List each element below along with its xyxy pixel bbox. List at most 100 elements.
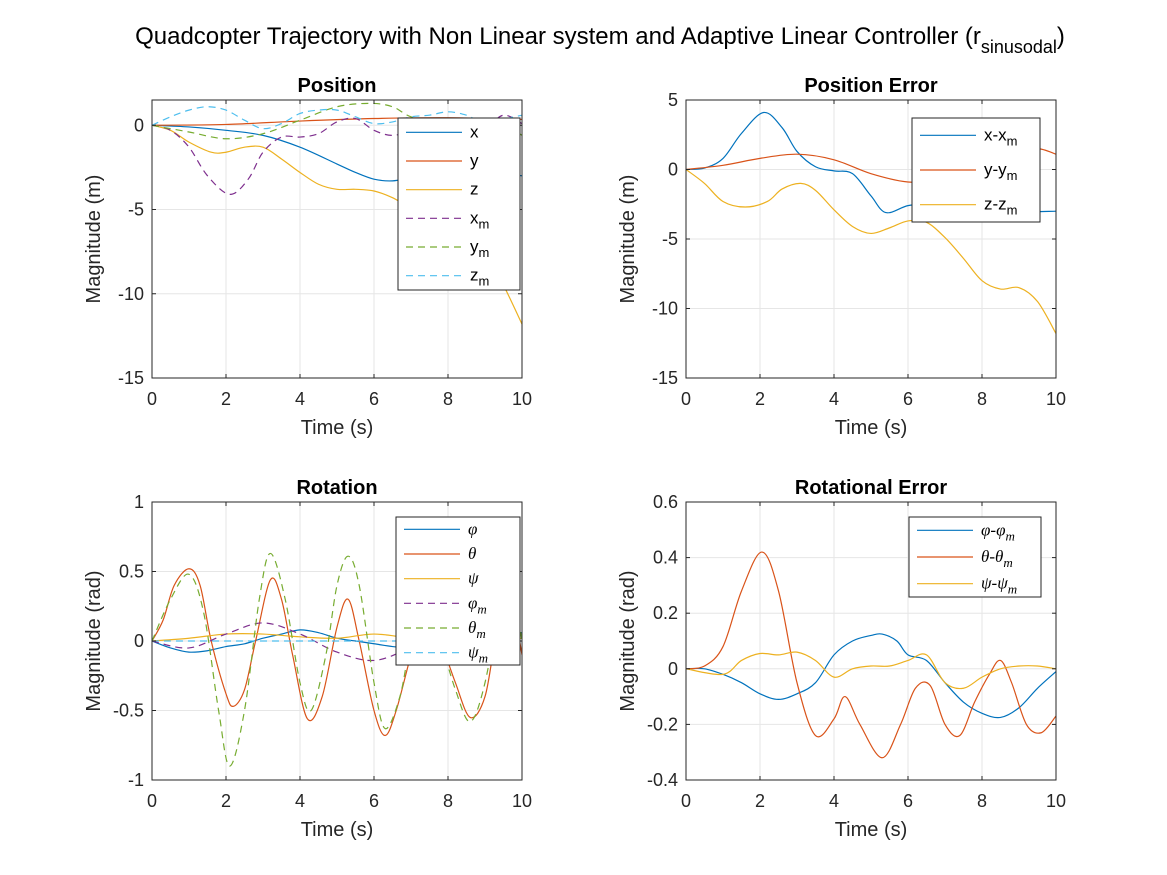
x-tick-label: 10 <box>1046 389 1066 409</box>
y-tick-label: 0.4 <box>653 548 678 568</box>
legend-label-2: θ <box>468 544 476 563</box>
series-line-3 <box>686 651 1056 690</box>
x-tick-label: 2 <box>755 389 765 409</box>
legend: x-xm y-ym z-zm <box>911 117 1041 223</box>
y-tick-label: -1 <box>128 770 144 790</box>
figure-title: Quadcopter Trajectory with Non Linear sy… <box>135 23 1065 57</box>
y-tick-label: -0.5 <box>113 701 144 721</box>
figure-title-subscript: sinusodal <box>981 37 1057 57</box>
y-axis-label: Magnitude (m) <box>83 175 105 304</box>
x-tick-label: 2 <box>755 791 765 811</box>
subplot-2: 0 2 4 6 8 10 -15 -10 -5 0 5 Position Error Time (s) M… <box>617 75 1066 439</box>
legend-label-1: φ-φm <box>981 520 1015 543</box>
x-tick-label: 2 <box>221 791 231 811</box>
series-line-4 <box>152 114 522 195</box>
subplot-title: Rotational Error <box>795 477 947 499</box>
x-tick-label: 10 <box>512 791 532 811</box>
legend-label-2: θ-θm <box>981 547 1013 570</box>
y-tick-label: 0 <box>668 160 678 180</box>
y-tick-label: -0.2 <box>647 714 678 734</box>
series-line-2 <box>686 551 1056 759</box>
legend-box <box>395 516 521 666</box>
legend: xyz xm ym zm <box>397 117 521 291</box>
x-tick-label: 6 <box>903 389 913 409</box>
x-tick-label: 0 <box>147 791 157 811</box>
y-tick-label: 0 <box>134 115 144 135</box>
subplot-title: Rotation <box>296 477 377 499</box>
x-tick-label: 4 <box>829 389 839 409</box>
x-tick-label: 8 <box>443 389 453 409</box>
legend: φ-φm θ-θm ψ-ψm <box>908 516 1042 598</box>
x-tick-label: 6 <box>369 389 379 409</box>
legend-label-3: z <box>470 180 479 199</box>
legend-label-4: xm <box>470 208 489 231</box>
x-tick-label: 6 <box>369 791 379 811</box>
legend-label-1: x-xm <box>984 125 1018 148</box>
y-tick-label: 0.5 <box>119 562 144 582</box>
legend-label-4: φm <box>468 593 487 616</box>
subplot-title: Position Error <box>804 75 938 97</box>
y-tick-label: -15 <box>652 368 678 388</box>
legend-label-3: z-zm <box>984 195 1018 218</box>
x-tick-label: 2 <box>221 389 231 409</box>
series-line-1 <box>686 633 1056 719</box>
x-tick-label: 0 <box>147 389 157 409</box>
y-axis-label: Magnitude (rad) <box>83 570 105 711</box>
x-tick-label: 8 <box>977 791 987 811</box>
y-tick-label: -5 <box>662 229 678 249</box>
legend-label-5: ym <box>470 237 489 260</box>
series-line-6 <box>152 106 522 130</box>
legend-label-6: zm <box>470 266 489 289</box>
legend-label-5: θm <box>468 618 486 641</box>
x-axis-label: Time (s) <box>301 819 374 841</box>
y-tick-label: -15 <box>118 368 144 388</box>
y-tick-label: 0 <box>134 631 144 651</box>
figure-title-main: Quadcopter Trajectory with Non Linear sy… <box>135 23 981 50</box>
x-tick-label: 6 <box>903 791 913 811</box>
subplot-4: 0 2 4 6 8 10 -0.4 -0.2 0 0.2 0.4 0.6 Rotational Erro… <box>617 477 1066 841</box>
figure-title-end: ) <box>1057 23 1065 50</box>
subplot-3: 0 2 4 6 8 10 -1 -0.5 0 0.5 1 Rotation Time (s) Magnit… <box>83 477 532 841</box>
legend-label-1: φ <box>468 519 477 538</box>
legend-label-1: x <box>470 122 479 141</box>
subplot-1: 0 2 4 6 8 10 -15 -10 -5 0 Position Time (s) Magnitud… <box>83 75 532 439</box>
x-tick-label: 8 <box>977 389 987 409</box>
legend-box <box>397 117 521 291</box>
x-tick-label: 0 <box>681 389 691 409</box>
y-tick-label: 0 <box>668 659 678 679</box>
series-group <box>686 551 1056 759</box>
y-axis-label: Magnitude (rad) <box>617 570 639 711</box>
legend-label-2: y <box>470 151 479 170</box>
y-tick-label: -10 <box>118 284 144 304</box>
series-line-5 <box>152 552 522 767</box>
x-tick-label: 10 <box>512 389 532 409</box>
series-line-5 <box>152 102 522 140</box>
legend-label-6: ψm <box>468 643 488 666</box>
x-tick-label: 4 <box>295 791 305 811</box>
y-tick-label: 0.2 <box>653 603 678 623</box>
x-tick-label: 4 <box>829 791 839 811</box>
legend-label-2: y-ym <box>984 160 1018 183</box>
x-axis-label: Time (s) <box>301 417 374 439</box>
y-tick-label: 1 <box>134 492 144 512</box>
x-axis-label: Time (s) <box>835 819 908 841</box>
subplot-title: Position <box>298 75 377 97</box>
x-tick-label: 8 <box>443 791 453 811</box>
series-line-3 <box>686 169 1056 334</box>
x-tick-label: 0 <box>681 791 691 811</box>
legend-label-3: ψ <box>468 569 479 588</box>
axes-box <box>151 99 523 379</box>
y-tick-label: 5 <box>668 90 678 110</box>
y-tick-label: -0.4 <box>647 770 678 790</box>
y-tick-label: -10 <box>652 299 678 319</box>
y-tick-label: 0.6 <box>653 492 678 512</box>
axes-box <box>685 501 1057 781</box>
legend-label-3: ψ-ψm <box>981 574 1017 597</box>
x-axis-label: Time (s) <box>835 417 908 439</box>
x-tick-label: 10 <box>1046 791 1066 811</box>
y-tick-label: -5 <box>128 200 144 220</box>
x-tick-label: 4 <box>295 389 305 409</box>
y-axis-label: Magnitude (m) <box>617 175 639 304</box>
